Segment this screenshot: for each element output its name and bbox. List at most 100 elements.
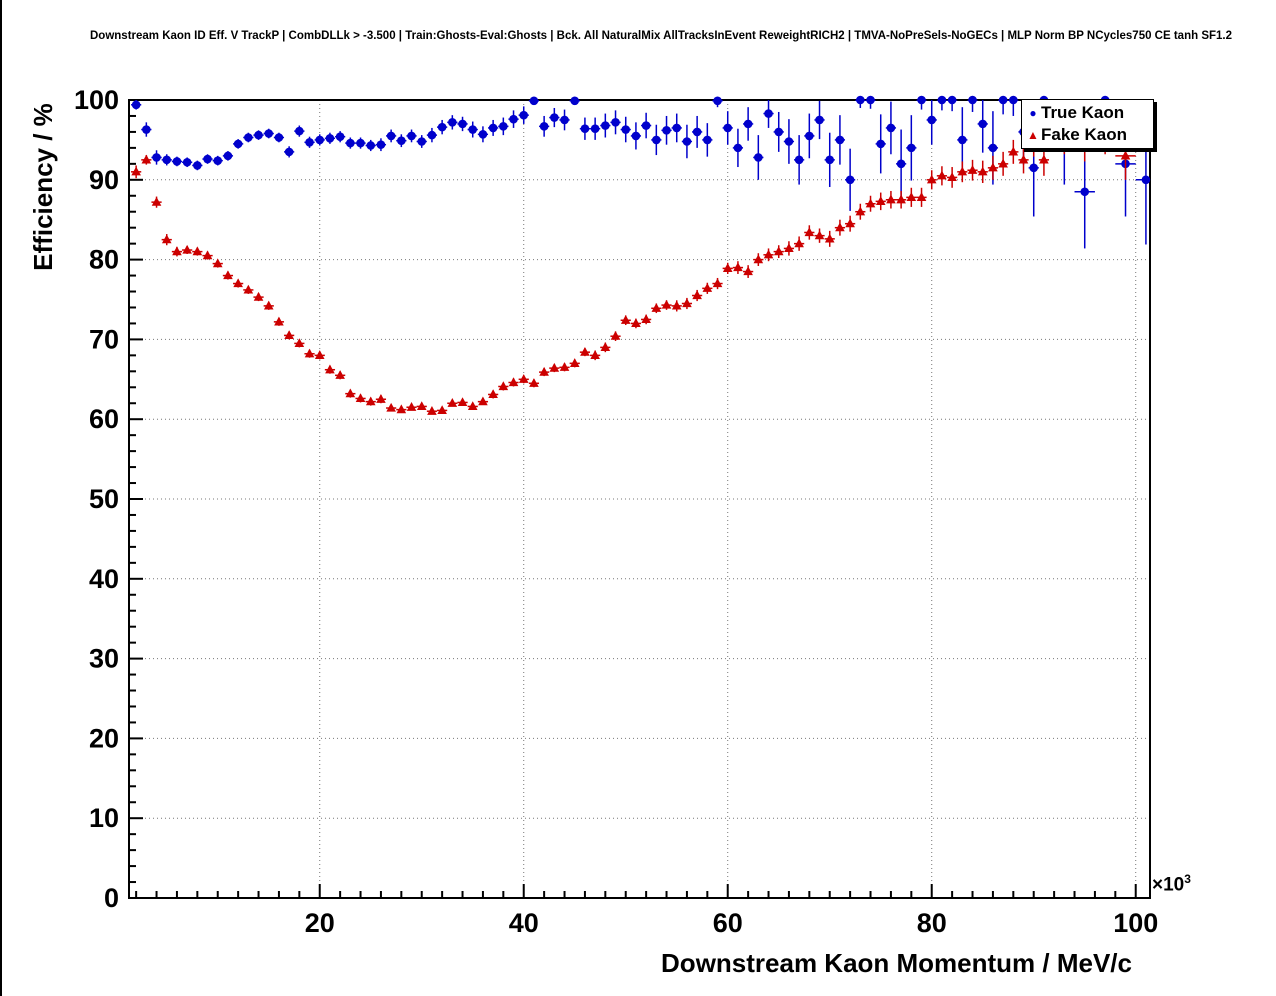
- fake-kaon-point: [467, 401, 478, 411]
- fake-kaon-point: [794, 238, 804, 248]
- true-kaon-point: [376, 140, 386, 149]
- fake-kaon-point: [661, 299, 672, 309]
- y-axis-title: Efficiency / %: [28, 103, 58, 271]
- fake-kaon-point: [284, 330, 294, 340]
- fake-kaon-point: [192, 246, 203, 256]
- fake-kaon-point: [416, 401, 427, 411]
- y-tick-label: 90: [89, 165, 119, 195]
- fake-kaon-point: [988, 162, 998, 172]
- fake-kaon-point: [641, 314, 651, 324]
- fake-kaon-point: [733, 262, 743, 272]
- fake-kaon-point: [1018, 154, 1029, 164]
- true-kaon-point: [152, 153, 161, 162]
- fake-kaon-point: [447, 398, 458, 407]
- fake-kaon-point: [835, 222, 845, 232]
- true-kaon-point: [907, 143, 916, 153]
- fake-kaon-point: [243, 284, 254, 294]
- fake-kaon-point: [161, 234, 172, 244]
- fake-kaon-point: [141, 154, 152, 164]
- fake-kaon-point: [600, 342, 611, 351]
- x-axis-title: Downstream Kaon Momentum / MeV/c: [661, 948, 1132, 978]
- fake-kaon-point: [406, 402, 417, 411]
- true-kaon-point: [774, 127, 784, 137]
- true-kaon-point: [213, 156, 223, 165]
- fake-kaon-point: [233, 278, 243, 288]
- true-kaon-point: [662, 126, 671, 135]
- true-kaon-point: [968, 95, 977, 105]
- true-kaon-point: [825, 155, 835, 165]
- true-kaon-point: [325, 134, 335, 143]
- true-kaon-point: [468, 125, 478, 134]
- true-kaon-point: [1009, 95, 1018, 105]
- true-kaon-point: [1080, 187, 1090, 197]
- true-kaon-point: [366, 141, 376, 150]
- fake-kaon-point: [957, 166, 968, 176]
- true-kaon-point: [886, 123, 896, 133]
- true-kaon-point: [315, 135, 325, 145]
- true-kaon-point: [754, 153, 763, 162]
- y-tick-label: 20: [89, 723, 119, 753]
- y-tick-label: 100: [74, 85, 119, 115]
- fake-kaon-point: [702, 283, 713, 292]
- fake-kaon-point: [202, 250, 213, 260]
- fake-kaon-point: [539, 366, 549, 376]
- true-kaon-point: [193, 161, 202, 170]
- fake-kaon-point: [253, 291, 264, 301]
- fake-kaon-point: [386, 402, 396, 412]
- true-kaon-point: [652, 135, 661, 145]
- true-kaon-point: [244, 133, 253, 142]
- exponent-base: ×10: [1152, 874, 1185, 896]
- true-kaon-point: [611, 118, 620, 127]
- y-tick-label: 80: [89, 245, 119, 275]
- true-kaon-point: [713, 96, 722, 106]
- fake-kaon-point: [906, 192, 917, 201]
- series-true-kaon-errorbars: [131, 100, 1150, 249]
- fake-kaon-point: [478, 396, 488, 406]
- fake-kaon-point: [743, 266, 753, 276]
- true-kaon-point: [580, 124, 590, 134]
- true-kaon-point: [978, 119, 988, 129]
- fake-kaon-point: [671, 300, 682, 310]
- x-tick-label: 40: [509, 908, 539, 938]
- x-tick-label: 20: [305, 908, 335, 938]
- true-kaon-point: [641, 121, 651, 130]
- fake-kaon-point: [620, 315, 631, 324]
- fake-kaon-point: [804, 227, 815, 237]
- true-kaon-point: [937, 95, 947, 105]
- y-tick-label: 0: [104, 883, 119, 913]
- true-kaon-point: [866, 95, 875, 105]
- x-tick-label: 80: [917, 908, 947, 938]
- legend-entry-fake-kaon: ▲ Fake Kaon: [1022, 124, 1153, 146]
- fake-kaon-point: [559, 362, 570, 371]
- true-kaon-point: [172, 157, 182, 166]
- true-kaon-point: [784, 137, 794, 146]
- y-tick-label: 50: [89, 484, 119, 514]
- fake-kaon-point: [172, 246, 182, 256]
- fake-kaon-point: [263, 300, 274, 310]
- fake-kaon-point: [824, 233, 835, 243]
- true-kaon-point: [815, 115, 824, 125]
- fake-kaon-point: [977, 166, 988, 176]
- fake-kaon-point: [304, 348, 315, 358]
- fake-kaon-point: [712, 278, 723, 288]
- fake-kaon-point: [549, 362, 560, 372]
- fake-kaon-point: [345, 388, 356, 398]
- plot-frame: [128, 99, 1151, 899]
- fake-kaon-point: [182, 244, 192, 254]
- fake-kaon-point: [784, 243, 794, 253]
- tick-labels: 20 40 60 80 100 0 10 20 30 40 50 60 70 80 90 100: [74, 85, 1158, 938]
- fake-kaon-point: [998, 158, 1008, 168]
- fake-kaon-point: [365, 396, 376, 406]
- true-kaon-point: [407, 131, 416, 141]
- fake-kaon-point: [518, 374, 529, 383]
- series-fake-kaon: [131, 117, 1136, 415]
- true-kaon-point: [672, 123, 682, 133]
- fake-kaon-point: [590, 350, 600, 359]
- true-kaon-point: [764, 109, 773, 118]
- fake-kaon-point: [855, 206, 866, 216]
- true-kaon-point: [356, 138, 365, 148]
- fake-kaon-point: [947, 172, 957, 182]
- true-kaon-point: [682, 137, 692, 146]
- series-true-kaon: [131, 95, 1151, 249]
- fake-kaon-point: [508, 377, 519, 387]
